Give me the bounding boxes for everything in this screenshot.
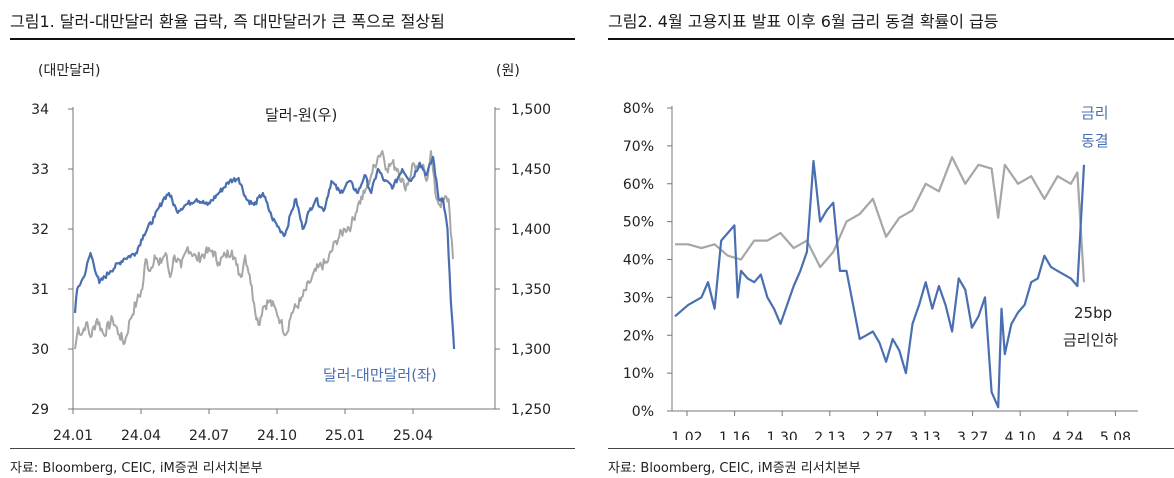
left-chart: (대만달러) (원) 29 30 31 32 33 34 1,250 1,300 1,350 1,… <box>31 63 551 440</box>
left-figure: 그림1. 달러-대만달러 환율 급락, 즉 대만달러가 큰 폭으로 절상됨 (대… <box>0 0 585 478</box>
right-chart-x-tick-label: 5.08 <box>1100 430 1131 440</box>
cut-label-line1: 25bp <box>1074 304 1112 322</box>
right-chart-y-tick-label: 50% <box>623 215 654 231</box>
right-chart-y-tick-label: 80% <box>623 101 654 117</box>
left-title-rule <box>10 38 575 40</box>
right-y-tick-label: 1,500 <box>511 102 551 118</box>
left-bottom-rule <box>10 448 575 449</box>
right-axis-unit-label: (원) <box>496 63 520 79</box>
right-chart-y-tick-label: 10% <box>623 366 654 382</box>
right-chart-x-tick-label: 3.27 <box>957 430 988 440</box>
left-source-note: 자료: Bloomberg, CEIC, iM증권 리서치본부 <box>10 461 263 476</box>
right-y-tick-label: 1,350 <box>511 282 551 298</box>
right-chart-y-tick-label: 0% <box>632 404 654 420</box>
right-y-tick-label: 1,250 <box>511 402 551 418</box>
left-x-tick-label: 24.10 <box>257 428 297 440</box>
left-figure-title: 그림1. 달러-대만달러 환율 급락, 즉 대만달러가 큰 폭으로 절상됨 <box>10 12 445 31</box>
left-y-tick-label: 33 <box>31 162 49 178</box>
rate-hold-series-line <box>674 159 1086 409</box>
left-x-tick-label: 25.01 <box>325 428 365 440</box>
usdtwd-series-line <box>73 155 456 350</box>
usdkrw-series-line <box>74 150 454 350</box>
left-y-tick-label: 34 <box>31 102 49 118</box>
right-figure: 그림2. 4월 고용지표 발표 이후 6월 금리 동결 확률이 급등 0% 10%… <box>598 0 1174 478</box>
right-source-note: 자료: Bloomberg, CEIC, iM증권 리서치본부 <box>608 461 861 476</box>
right-chart: 0% 10% 20% 30% 40% 50% 60% 70% 80% 1.02 1.16 1.30 2.… <box>623 101 1138 440</box>
right-chart-x-tick-label: 2.13 <box>814 430 845 440</box>
left-y-tick-label: 30 <box>31 342 49 358</box>
right-chart-x-tick-label: 4.24 <box>1052 430 1083 440</box>
right-chart-x-tick-label: 1.30 <box>767 430 798 440</box>
left-x-tick-label: 24.04 <box>121 428 161 440</box>
left-y-tick-label: 32 <box>31 222 49 238</box>
right-chart-y-tick-label: 20% <box>623 328 654 344</box>
right-y-tick-label: 1,400 <box>511 222 551 238</box>
right-title-rule <box>608 38 1174 40</box>
right-chart-x-tick-label: 1.02 <box>671 430 702 440</box>
right-chart-x-tick-label: 3.13 <box>909 430 940 440</box>
hold-label-line2: 동결 <box>1081 132 1109 150</box>
left-x-tick-label: 24.07 <box>189 428 229 440</box>
right-chart-y-tick-label: 30% <box>623 290 654 306</box>
left-x-tick-label: 24.01 <box>53 428 93 440</box>
right-bottom-rule <box>608 448 1174 449</box>
right-chart-x-tick-label: 4.10 <box>1005 430 1036 440</box>
cut-label-line2: 금리인하 <box>1063 331 1118 349</box>
right-chart-y-tick-label: 40% <box>623 253 654 269</box>
right-chart-y-tick-label: 70% <box>623 139 654 155</box>
right-chart-x-tick-label: 1.16 <box>719 430 750 440</box>
right-chart-y-tick-label: 60% <box>623 177 654 193</box>
right-y-tick-label: 1,450 <box>511 162 551 178</box>
left-axis-unit-label: (대만달러) <box>38 63 100 79</box>
right-y-tick-label: 1,300 <box>511 342 551 358</box>
usdkrw-annotation: 달러-원(우) <box>265 106 337 124</box>
left-y-tick-label: 31 <box>31 282 49 298</box>
hold-label-line1: 금리 <box>1081 104 1109 122</box>
right-chart-x-tick-label: 2.27 <box>862 430 893 440</box>
left-y-tick-label: 29 <box>31 402 49 418</box>
usdtwd-annotation: 달러-대만달러(좌) <box>323 366 437 384</box>
right-figure-title: 그림2. 4월 고용지표 발표 이후 6월 금리 동결 확률이 급등 <box>608 12 999 31</box>
rate-cut-series-line <box>675 156 1086 283</box>
left-x-tick-label: 25.04 <box>393 428 433 440</box>
